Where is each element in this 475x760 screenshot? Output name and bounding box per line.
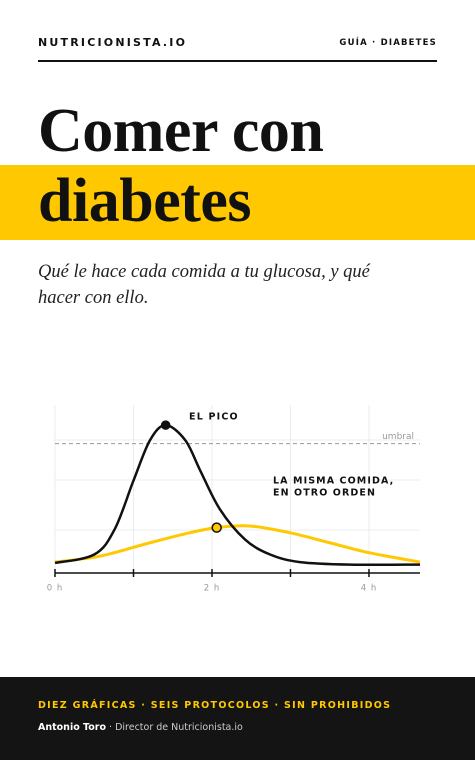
rule bbox=[38, 60, 437, 62]
title-line: Comer con bbox=[38, 97, 324, 165]
tagline: DIEZ GRÁFICAS · SEIS PROTOCOLOS · SIN PR… bbox=[38, 700, 392, 711]
tag: GUÍA · DIABETES bbox=[339, 38, 437, 48]
footer bbox=[0, 677, 475, 760]
chart: 0 h 2 h 4 h umbral EL PICO LA MISMA COMIDA,EN… bbox=[47, 405, 421, 594]
annotation: EN OTRO ORDEN bbox=[273, 488, 376, 499]
author: Antonio Toro bbox=[38, 722, 106, 733]
marker bbox=[160, 420, 171, 430]
marker bbox=[211, 522, 222, 533]
threshold-label: umbral bbox=[382, 432, 414, 442]
role: · Director de Nutricionista.io bbox=[109, 722, 243, 733]
x-tick-label: 2 h bbox=[204, 584, 221, 594]
author-line: Antonio Toro · Director de Nutricionista… bbox=[38, 722, 243, 733]
x-tick-label: 0 h bbox=[47, 584, 64, 594]
subtitle: hacer con ello. bbox=[38, 288, 149, 308]
title-line: diabetes bbox=[38, 167, 252, 235]
highlight-band bbox=[0, 165, 475, 240]
brand: NUTRICIONISTA.IO bbox=[38, 36, 188, 49]
x-tick-label: 4 h bbox=[361, 584, 378, 594]
annotation: EL PICO bbox=[189, 412, 239, 423]
subtitle: Qué le hace cada comida a tu glucosa, y … bbox=[38, 262, 370, 282]
annotation: LA MISMA COMIDA, bbox=[273, 476, 394, 487]
line bbox=[54, 423, 421, 567]
